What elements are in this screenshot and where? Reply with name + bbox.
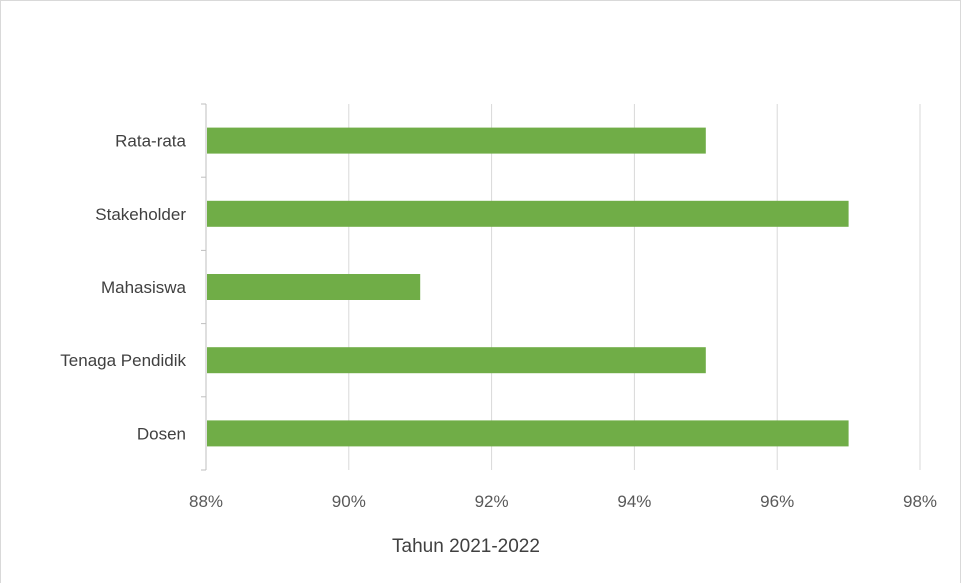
bar-tenaga-pendidik (207, 347, 706, 374)
category-labels: Rata-rata Stakeholder Mahasiswa Tenaga Pend… (60, 132, 186, 444)
x-tick-label: 98% (903, 492, 937, 511)
bar-rata-rata (207, 127, 706, 154)
category-label: Dosen (137, 424, 186, 443)
x-tick-label: 94% (617, 492, 651, 511)
x-tick-label: 88% (189, 492, 223, 511)
x-tick-label: 96% (760, 492, 794, 511)
bar-stakeholder (207, 200, 849, 227)
x-tick-label: 90% (332, 492, 366, 511)
bars (207, 127, 849, 447)
x-tick-labels: 88% 90% 92% 94% 96% 98% (189, 492, 937, 511)
gridlines (348, 104, 921, 470)
category-label: Tenaga Pendidik (60, 351, 186, 370)
y-axis (201, 103, 207, 471)
x-tick-label: 92% (475, 492, 509, 511)
x-axis-title: Tahun 2021-2022 (392, 536, 540, 557)
category-label: Stakeholder (95, 205, 186, 224)
category-label: Rata-rata (115, 132, 186, 151)
bar-mahasiswa (207, 274, 421, 300)
category-label: Mahasiswa (101, 278, 187, 297)
bar-dosen (207, 420, 849, 447)
